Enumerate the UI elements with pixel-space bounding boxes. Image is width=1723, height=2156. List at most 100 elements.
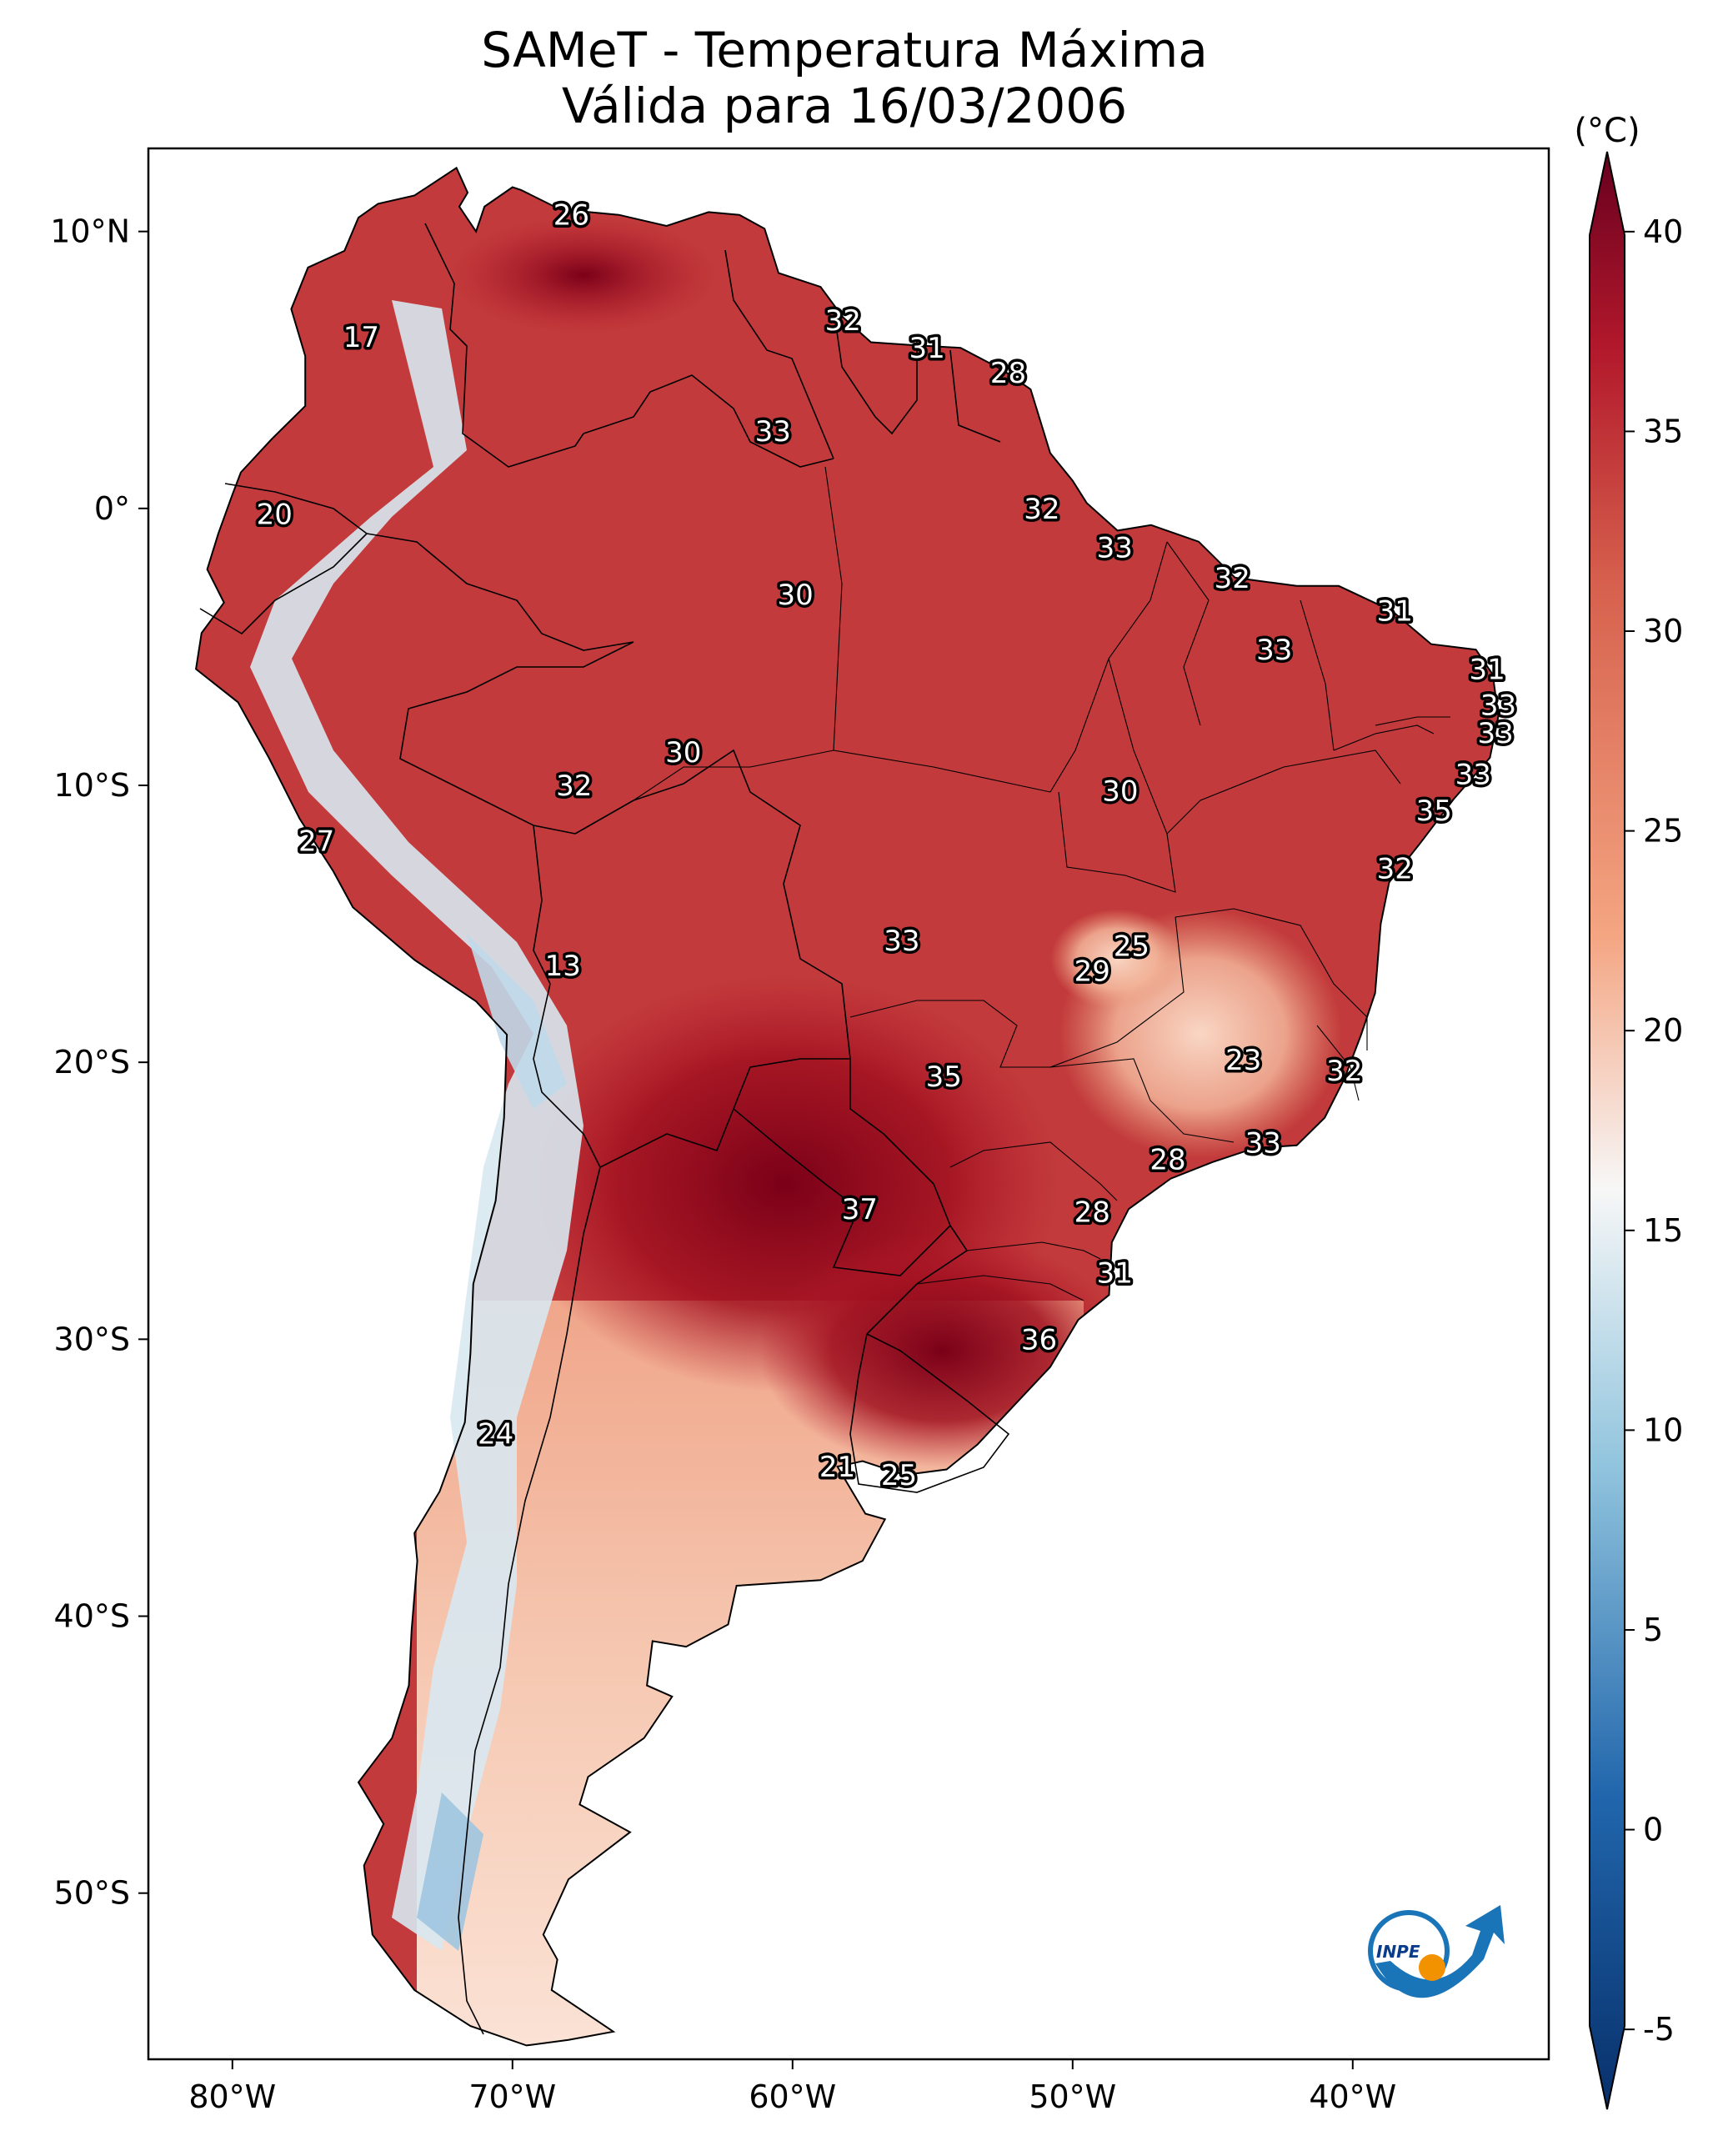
lat-tick-label: 30°S [54,1321,130,1357]
city-value: 13 [545,950,581,983]
argentina-brazil-border [866,1225,969,1335]
logo-label: INPE [1376,1942,1420,1962]
venezuela-hot-spot [450,217,717,333]
amazonas-mato-grosso-border [633,750,834,801]
title-line1: SAMeT - Temperatura Máxima [481,22,1208,78]
city-value: 35 [1416,795,1452,828]
city-value: 17 [343,321,379,354]
state-borders [633,466,1450,1301]
city-value: 21 [819,1451,855,1484]
colorbar-tick-label: 10 [1643,1411,1683,1448]
city-value: 31 [909,332,944,365]
logo-arrow [1375,1905,1505,1998]
colorbar-tick-label: 15 [1643,1212,1683,1249]
longitude-ticks: 80°W 70°W 60°W 50°W 40°W [188,2059,1396,2115]
city-value: 31 [1377,595,1413,629]
brazil-bolivia-border [574,749,851,1060]
city-value: 33 [1245,1127,1281,1161]
andes-cold-band [250,300,584,1951]
colorbar-tick-label: 40 [1643,213,1683,250]
minas-sao-paulo-border [1049,1058,1235,1143]
lon-tick-label: 70°W [468,2078,556,2115]
city-values-layer: 2617202732312833323332313033313333333532… [253,196,1520,1495]
santa-catarina-rio-grande-border [916,1275,1084,1301]
piaui-ceara-border [1300,599,1335,751]
city-value: 32 [1377,853,1413,886]
lon-tick-label: 60°W [749,2078,836,2115]
lat-tick-label: 50°S [54,1875,130,1912]
paraguay-argentina-border [733,1108,951,1276]
city-value: 30 [778,579,814,612]
colorbar-tick-label: 25 [1643,813,1683,850]
inpe-logo: INPE [1368,1905,1505,1998]
sao-paulo-parana-border [949,1141,1118,1201]
colorbar-tick-label: 30 [1643,613,1683,649]
lat-tick-label: 10°N [50,213,130,250]
lat-tick-label: 20°S [54,1044,130,1081]
city-value: 36 [1021,1323,1057,1356]
city-value: 25 [1114,930,1150,964]
city-value: 35 [926,1060,962,1094]
maranhao-piaui-border [1166,541,1210,726]
country-borders [199,223,1010,2035]
peru-brazil-border [399,641,634,835]
bolivia-paraguay-border [733,1058,850,1110]
city-value: 33 [1480,689,1516,723]
colorbar-bar [1589,151,1625,2110]
colorbar-tick-label: -5 [1643,2011,1675,2048]
chile-argentina-border [458,1166,601,2035]
city-value: 33 [1256,634,1292,667]
city-value: 28 [1150,1143,1185,1176]
map-frame [147,147,1550,2061]
city-value: 33 [1455,759,1491,792]
minas-borders [1049,916,1185,1068]
city-value: 32 [1215,562,1250,595]
city-value: 33 [1478,717,1514,750]
peru-bolivia-border [533,825,551,985]
city-value: 32 [556,770,592,803]
city-value: 33 [884,925,919,958]
rio-espirito-santo-border [1316,1025,1360,1101]
colorbar-tick-label: 20 [1643,1012,1683,1049]
city-value: 31 [1097,1257,1133,1291]
city-value: 20 [257,498,293,531]
lat-tick-label: 10°S [54,767,130,804]
venezuela-brazil-border [583,374,834,468]
lon-tick-label: 80°W [188,2078,276,2115]
colorbar-tick-label: 35 [1643,413,1683,449]
city-value: 29 [1074,955,1110,989]
lon-tick-label: 40°W [1309,2078,1396,2115]
colombia-ecuador-border [224,483,368,534]
bahia-borders [1166,750,1401,835]
pernambuco-alagoas-border [1375,716,1450,726]
colombia-venezuela-border [424,223,584,468]
bolivia-argentina-border [599,1108,734,1168]
suriname-borders [833,308,918,435]
mato-grosso-do-sul-borders [849,1000,1050,1068]
colorbar-tick-label: 5 [1643,1612,1663,1648]
colorbar-tick-label: 0 [1643,1812,1663,1848]
lon-tick-label: 50°W [1029,2078,1116,2115]
parana-santa-catarina-border [966,1241,1101,1260]
city-value: 24 [478,1417,513,1451]
city-value: 33 [755,415,791,449]
city-value: 28 [990,357,1026,390]
city-value: 25 [881,1459,917,1492]
city-value: 27 [298,825,334,858]
amazonas-para-border [824,466,843,751]
bahia-minas-border [1175,908,1368,1050]
coastline [195,166,1500,2047]
city-value: 37 [842,1193,878,1226]
tocantins-borders [1058,658,1176,893]
city-value: 23 [1225,1044,1261,1077]
map-area: 2617202732312833323332313033313333333532… [148,148,1549,2059]
city-value: 32 [1024,493,1059,526]
lat-tick-label: 40°S [54,1598,130,1635]
lat-tick-label: 0° [94,490,130,527]
colorbar: (°C) 40 35 30 25 20 15 10 5 0 -5 [1574,112,1683,2110]
goias-cool-zone [1050,909,1184,1009]
altiplano-cold-patch [467,934,567,1109]
city-value: 26 [553,199,589,233]
northeast-small-states [1333,725,1435,751]
